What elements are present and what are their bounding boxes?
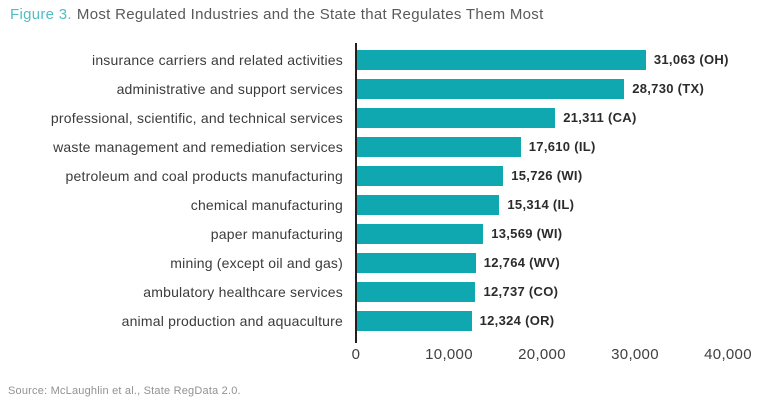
bar-value-label: 12,324 (OR): [479, 313, 555, 328]
figure-number: Figure 3.: [10, 6, 72, 23]
bar-chart: insurance carriers and related activitie…: [0, 43, 768, 363]
bar-area: 28,730 (TX): [357, 78, 729, 99]
category-label: mining (except oil and gas): [170, 254, 343, 271]
chart-row: insurance carriers and related activitie…: [0, 45, 768, 74]
y-axis-line: [355, 43, 357, 343]
bar-area: 13,569 (WI): [357, 223, 729, 244]
bar-area: 21,311 (CA): [357, 107, 729, 128]
category-label: waste management and remediation service…: [53, 138, 343, 155]
category-label: professional, scientific, and technical …: [50, 109, 343, 126]
bar: [357, 310, 472, 331]
bar: [357, 107, 556, 128]
bar-value-label: 21,311 (CA): [563, 110, 637, 125]
bar-area: 15,726 (WI): [357, 165, 729, 186]
bar-value-label: 17,610 (IL): [528, 139, 596, 154]
bar-value-label: 13,569 (WI): [491, 226, 563, 241]
bar: [357, 252, 476, 273]
bar-area: 15,314 (IL): [357, 194, 729, 215]
bar-value-label: 15,314 (IL): [507, 197, 575, 212]
figure-title: Figure 3. Most Regulated Industries and t…: [10, 6, 544, 23]
bar-value-label: 12,737 (CO): [483, 284, 559, 299]
category-label: ambulatory healthcare services: [143, 283, 343, 300]
bar-area: 12,324 (OR): [357, 310, 729, 331]
bar: [357, 78, 625, 99]
chart-row: waste management and remediation service…: [0, 132, 768, 161]
bar-value-label: 28,730 (TX): [632, 81, 705, 96]
category-label: paper manufacturing: [210, 225, 343, 242]
category-label: petroleum and coal products manufacturin…: [65, 167, 343, 184]
bar-area: 12,737 (CO): [357, 281, 729, 302]
bar: [357, 281, 476, 302]
bar: [357, 165, 504, 186]
rows: insurance carriers and related activitie…: [0, 45, 768, 335]
bar-value-label: 12,764 (WV): [483, 255, 560, 270]
category-label: animal production and aquaculture: [121, 312, 343, 329]
chart-row: paper manufacturing 13,569 (WI): [0, 219, 768, 248]
chart-row: ambulatory healthcare services 12,737 (C…: [0, 277, 768, 306]
x-tick-label: 30,000: [611, 346, 659, 363]
bar-value-label: 31,063 (OH): [653, 52, 729, 67]
chart-row: chemical manufacturing 15,314 (IL): [0, 190, 768, 219]
chart-row: professional, scientific, and technical …: [0, 103, 768, 132]
category-label: insurance carriers and related activitie…: [92, 51, 343, 68]
category-label: chemical manufacturing: [190, 196, 343, 213]
x-tick-label: 0: [351, 346, 361, 363]
bar-value-label: 15,726 (WI): [511, 168, 583, 183]
chart-row: mining (except oil and gas) 12,764 (WV): [0, 248, 768, 277]
x-tick-label: 10,000: [425, 346, 473, 363]
bar: [357, 49, 646, 70]
bar-area: 31,063 (OH): [357, 49, 729, 70]
chart-row: petroleum and coal products manufacturin…: [0, 161, 768, 190]
chart-row: animal production and aquaculture 12,324…: [0, 306, 768, 335]
bar: [357, 194, 500, 215]
bar-area: 17,610 (IL): [357, 136, 729, 157]
category-label: administrative and support services: [116, 80, 343, 97]
chart-row: administrative and support services 28,7…: [0, 74, 768, 103]
source-note: Source: McLaughlin et al., State RegData…: [8, 385, 241, 397]
x-axis: 0 10,000 20,000 30,000 40,000: [352, 346, 752, 366]
x-tick-label: 20,000: [518, 346, 566, 363]
bar: [357, 136, 521, 157]
bar: [357, 223, 484, 244]
bar-area: 12,764 (WV): [357, 252, 729, 273]
x-tick-label: 40,000: [704, 346, 752, 363]
figure-title-text: Most Regulated Industries and the State …: [76, 6, 544, 23]
